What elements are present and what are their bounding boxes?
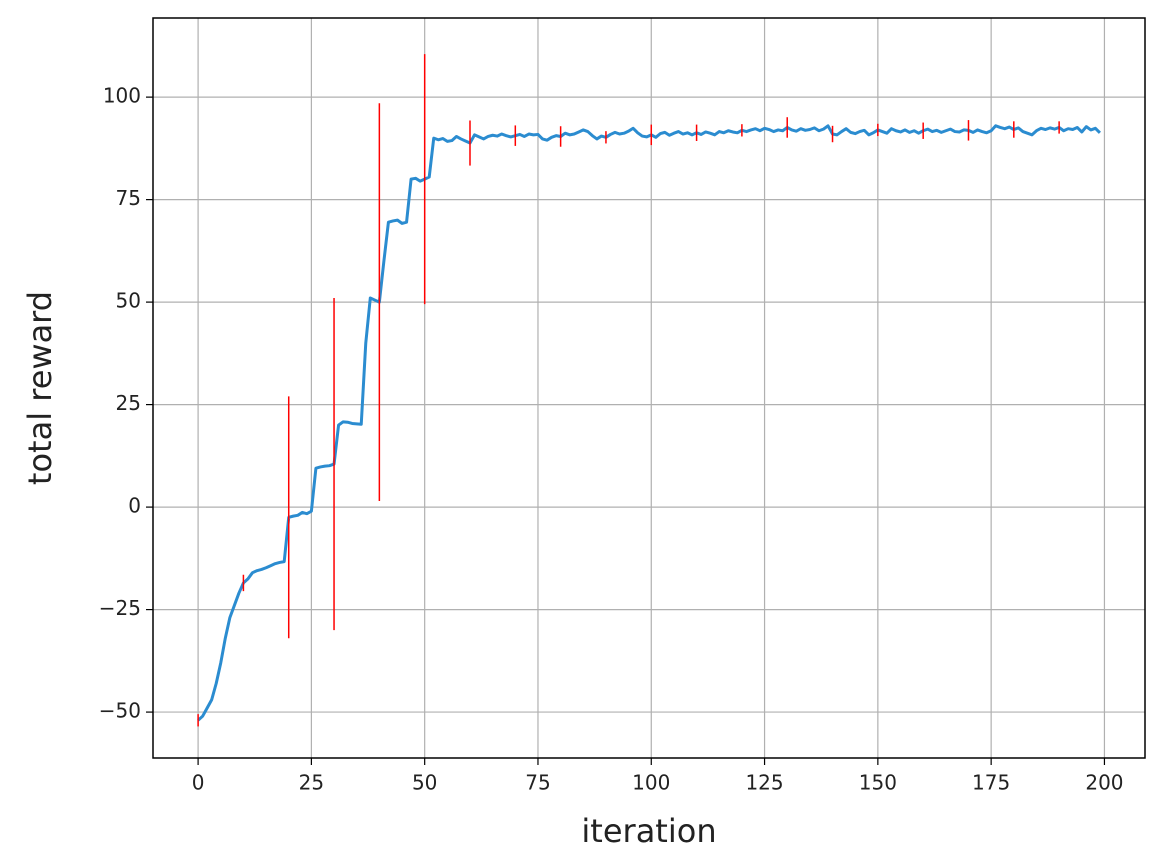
x-tick-label: 50 — [412, 771, 437, 795]
x-tick-label: 100 — [632, 771, 670, 795]
y-axis-label: total reward — [21, 291, 59, 485]
x-tick-label: 0 — [192, 771, 205, 795]
y-tick-label: 50 — [116, 289, 141, 313]
x-tick-label: 125 — [745, 771, 783, 795]
y-tick-label: 75 — [116, 186, 141, 210]
y-tick-label: −25 — [99, 596, 141, 620]
x-axis-label: iteration — [581, 812, 716, 850]
x-tick-label: 175 — [972, 771, 1010, 795]
plot-frame — [152, 17, 1146, 759]
x-tick-label: 75 — [525, 771, 550, 795]
x-tick-label: 25 — [299, 771, 324, 795]
line — [197, 124, 1101, 722]
y-tick-label: −50 — [99, 699, 141, 723]
y-tick-label: 25 — [116, 391, 141, 415]
x-tick-label: 150 — [859, 771, 897, 795]
y-tick-label: 0 — [128, 494, 141, 518]
y-tick-label: 100 — [103, 84, 141, 108]
x-tick-label: 200 — [1085, 771, 1123, 795]
